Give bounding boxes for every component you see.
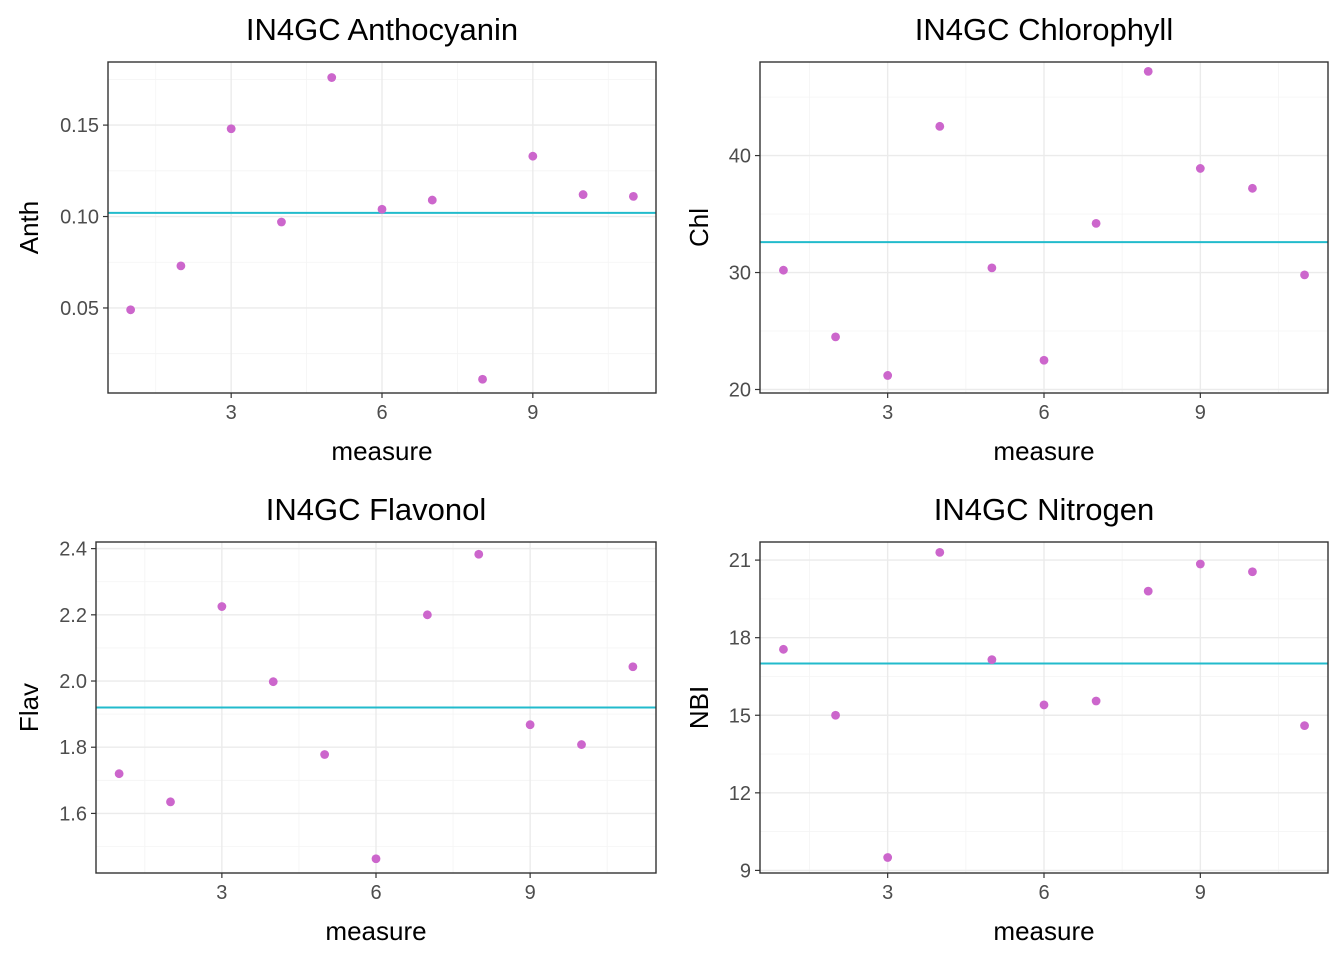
y-tick-label: 20 [729, 379, 751, 401]
x-axis-title: measure [331, 436, 432, 466]
data-point [1195, 559, 1205, 569]
data-point [628, 192, 638, 201]
y-tick-label: 2.4 [59, 539, 87, 561]
data-point [528, 151, 538, 161]
data-point [1300, 721, 1309, 731]
data-point [628, 662, 638, 672]
panel-title: IN4GC Nitrogen [934, 492, 1155, 527]
y-axis-title: NBI [684, 686, 714, 729]
data-point [987, 655, 997, 665]
data-point [987, 263, 997, 273]
data-point [226, 124, 236, 134]
y-tick-label: 1.8 [59, 737, 87, 759]
x-tick-label: 9 [1195, 402, 1206, 424]
data-point [1039, 700, 1049, 710]
data-point [1195, 164, 1205, 173]
data-point [217, 602, 227, 611]
panel-nitrogen: 3 6 9 9 12 15 18 21 IN4GC Nitrogen measure NBI [684, 492, 1329, 946]
data-point [578, 190, 588, 199]
panel-chlorophyll: 3 6 9 20 30 40 IN4GC Chlorophyll measure Chl [684, 12, 1329, 466]
y-tick-label: 2.0 [59, 671, 87, 693]
data-point [525, 720, 535, 730]
y-tick-label: 0.15 [60, 115, 99, 137]
x-tick-label: 6 [376, 402, 387, 424]
data-point [371, 854, 381, 864]
data-point [779, 265, 788, 275]
y-tick-label: 18 [729, 628, 751, 650]
y-tick-label: 9 [740, 860, 751, 882]
data-point [277, 217, 286, 227]
data-point [377, 204, 387, 214]
data-point [1091, 696, 1101, 706]
x-tick-label: 3 [226, 402, 237, 424]
data-point [831, 710, 840, 720]
panel-anthocyanin: 3 6 9 0.05 0.10 0.15 IN4GC Anthocyanin measure A… [14, 12, 657, 466]
data-point [935, 121, 945, 131]
data-point [935, 547, 945, 557]
data-point [166, 797, 175, 807]
x-tick-label: 9 [525, 882, 536, 904]
panel-title: IN4GC Flavonol [266, 492, 487, 527]
x-tick-label: 9 [1195, 882, 1206, 904]
data-point [1248, 183, 1257, 193]
data-point [1248, 567, 1257, 577]
data-point [176, 261, 186, 271]
panel-title: IN4GC Anthocyanin [246, 12, 518, 47]
x-tick-label: 3 [216, 882, 227, 904]
panel-flavonol: 3 6 9 1.6 1.8 2.0 2.2 2.4 IN4GC Flavonol measure F… [14, 492, 657, 946]
y-tick-label: 21 [729, 550, 751, 572]
data-point [1300, 270, 1309, 280]
y-tick-label: 0.10 [60, 207, 99, 229]
x-axis-title: measure [325, 916, 426, 946]
data-point [577, 740, 586, 749]
data-point [422, 610, 432, 620]
data-point [1039, 355, 1049, 365]
y-tick-label: 15 [729, 705, 751, 727]
data-point [1143, 586, 1153, 596]
data-point [327, 73, 337, 82]
data-point [883, 371, 893, 380]
x-axis-title: measure [993, 916, 1094, 946]
y-tick-label: 30 [729, 263, 751, 285]
data-point [779, 644, 788, 654]
x-tick-label: 6 [1038, 402, 1049, 424]
data-point [268, 677, 278, 687]
y-tick-label: 2.2 [59, 605, 87, 627]
y-tick-label: 0.05 [60, 298, 99, 320]
x-tick-label: 3 [882, 882, 893, 904]
x-axis-title: measure [993, 436, 1094, 466]
y-axis-title: Flav [14, 683, 44, 732]
x-tick-label: 6 [370, 882, 381, 904]
y-tick-label: 40 [729, 146, 751, 168]
x-tick-label: 9 [527, 402, 538, 424]
y-tick-label: 1.6 [59, 803, 87, 825]
data-point [114, 769, 124, 779]
y-tick-label: 12 [729, 783, 751, 805]
data-point [883, 853, 893, 862]
data-point [126, 305, 136, 315]
data-point [831, 332, 840, 342]
x-tick-label: 3 [882, 402, 893, 424]
y-axis-title: Chl [684, 208, 714, 247]
data-point [1091, 219, 1101, 228]
y-axis-title: Anth [14, 201, 44, 255]
data-point [320, 750, 330, 759]
panel-title: IN4GC Chlorophyll [915, 12, 1173, 47]
data-point [474, 549, 484, 559]
x-tick-label: 6 [1038, 882, 1049, 904]
data-point [1143, 66, 1153, 76]
data-point [427, 195, 437, 205]
data-point [478, 374, 487, 384]
